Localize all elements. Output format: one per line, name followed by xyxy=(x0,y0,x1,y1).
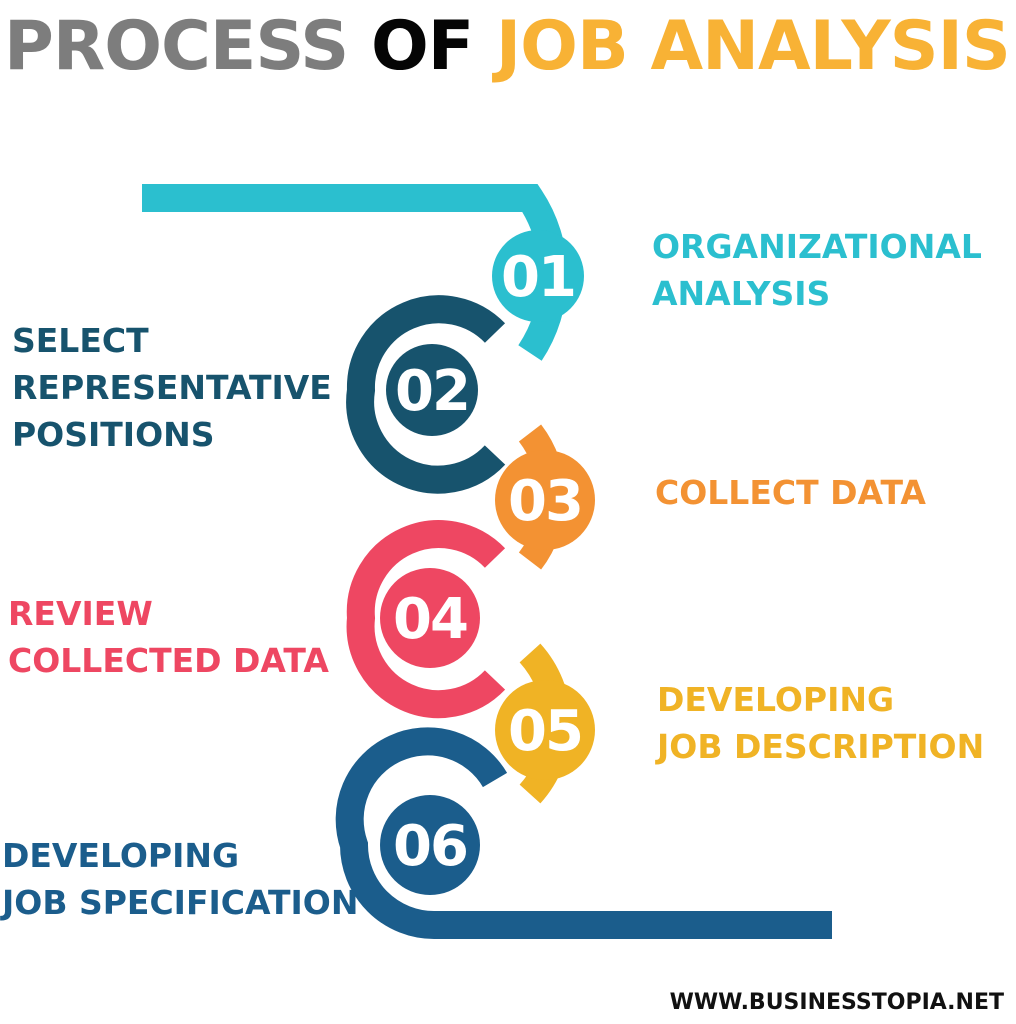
step-04-arc xyxy=(346,520,506,719)
step-04-label: REVIEW COLLECTED DATA xyxy=(8,590,329,684)
website-footer: WWW.BUSINESSTOPIA.NET xyxy=(669,990,1004,1015)
step-06-number: 06 xyxy=(393,814,467,879)
step-04-label-line: COLLECTED DATA xyxy=(8,641,329,680)
step-03-circle: 03 xyxy=(495,450,595,550)
title-word-of: OF xyxy=(370,7,496,86)
step-06-arc xyxy=(335,727,832,939)
step-03-number: 03 xyxy=(508,469,582,534)
step-01-circle: 01 xyxy=(492,230,584,322)
step-01-label: ORGANIZATIONAL ANALYSIS xyxy=(652,223,982,317)
step-02-label: SELECT REPRESENTATIVE POSITIONS xyxy=(12,317,332,458)
step-01-label-line: ANALYSIS xyxy=(652,274,831,313)
step-03-label: COLLECT DATA xyxy=(655,469,926,516)
step-01-label-line: ORGANIZATIONAL xyxy=(652,227,982,266)
step-06-label-line: JOB SPECIFICATION xyxy=(2,883,359,922)
step-02-label-line: REPRESENTATIVE xyxy=(12,368,332,407)
page-title: PROCESS OF JOB ANALYSIS xyxy=(4,2,1014,92)
step-02-circle: 02 xyxy=(386,344,478,436)
step-02-label-line: POSITIONS xyxy=(12,415,215,454)
step-05-label: DEVELOPING JOB DESCRIPTION xyxy=(657,676,984,770)
step-05-label-line: DEVELOPING xyxy=(657,680,895,719)
step-05-label-line: JOB DESCRIPTION xyxy=(657,727,985,766)
title-word-job-analysis: JOB ANALYSIS xyxy=(495,7,1011,86)
step-01-number: 01 xyxy=(501,245,575,310)
step-05-number: 05 xyxy=(508,699,582,764)
step-04-circle: 04 xyxy=(380,568,480,668)
step-05-circle: 05 xyxy=(495,680,595,780)
step-06-label-line: DEVELOPING xyxy=(2,836,240,875)
step-04-label-line: REVIEW xyxy=(8,594,153,633)
step-02-label-line: SELECT xyxy=(12,321,149,360)
connector-arcs xyxy=(142,184,832,939)
step-06-circle: 06 xyxy=(380,795,480,895)
step-02-arc xyxy=(346,295,506,494)
step-03-label-line: COLLECT DATA xyxy=(655,473,926,512)
step-06-label: DEVELOPING JOB SPECIFICATION xyxy=(2,832,358,926)
step-02-number: 02 xyxy=(395,359,469,424)
title-word-process: PROCESS xyxy=(4,7,371,86)
step-04-number: 04 xyxy=(393,587,467,652)
